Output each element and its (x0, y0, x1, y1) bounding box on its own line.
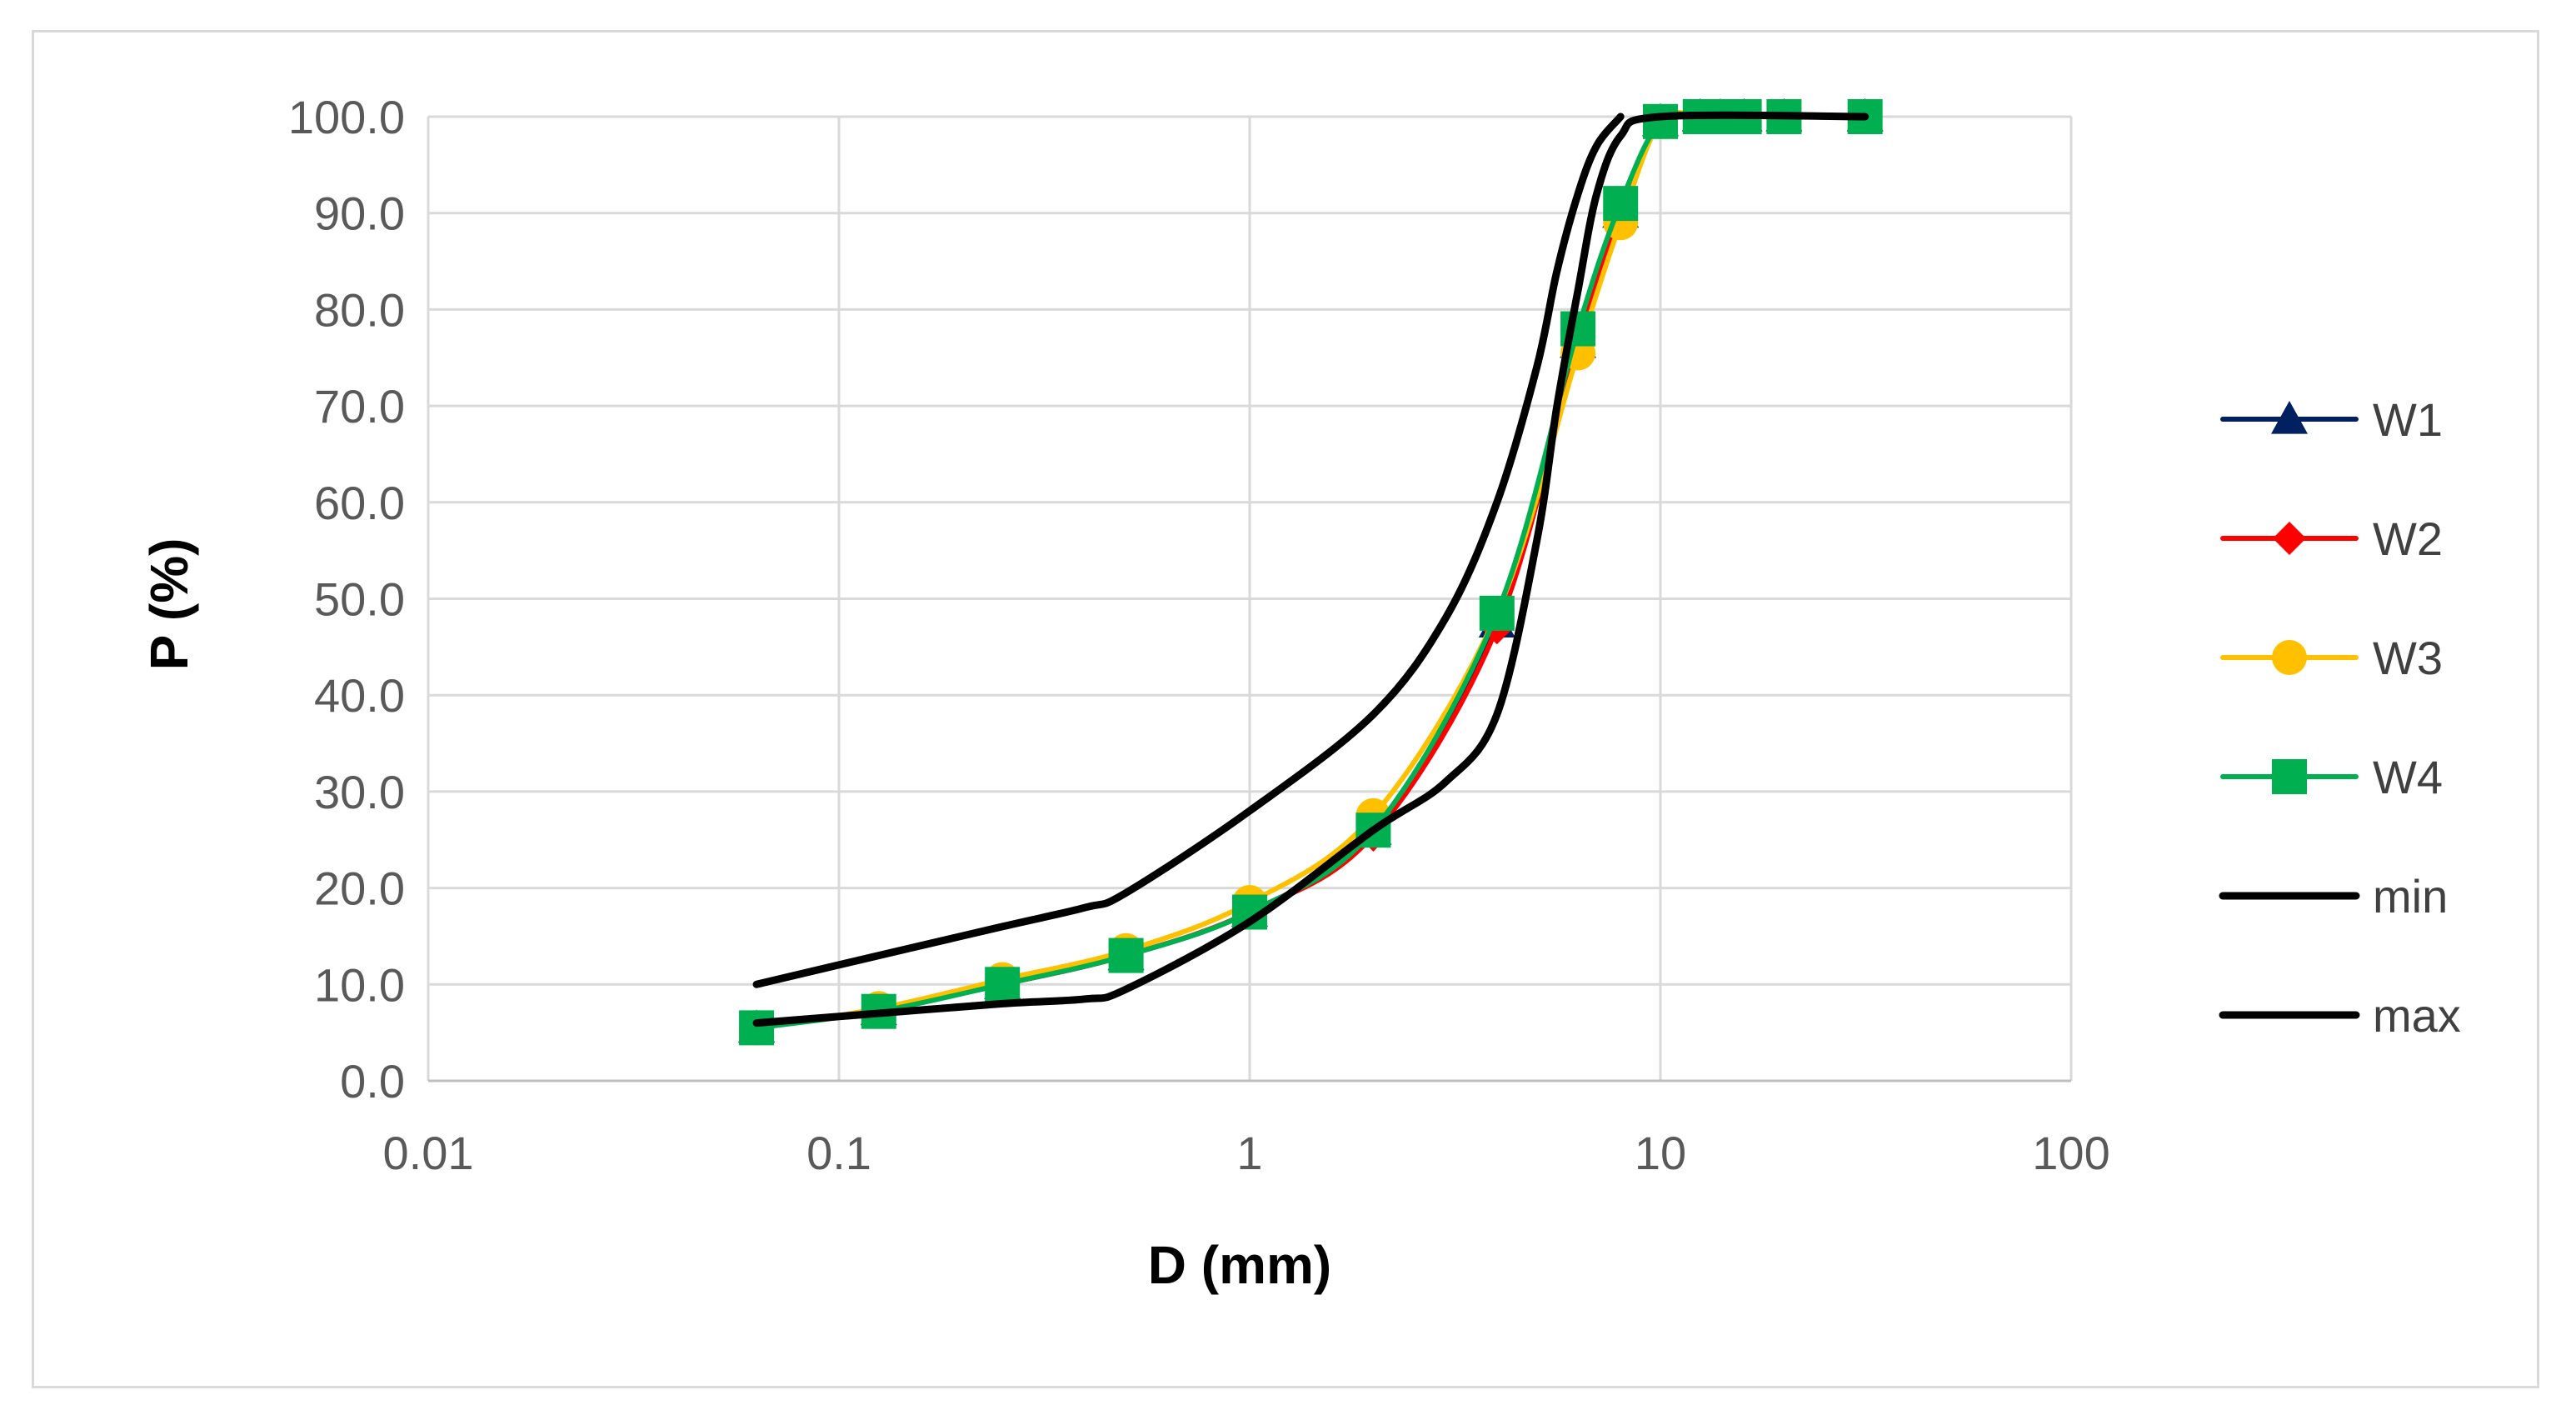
legend-label: W4 (2373, 751, 2443, 803)
y-tick-label: 40.0 (314, 669, 405, 722)
x-tick-label: 0.01 (383, 1127, 474, 1179)
data-point-W4 (1603, 186, 1639, 222)
y-tick-label: 90.0 (314, 188, 405, 240)
legend-item-W1: W1 (2220, 393, 2443, 446)
series-W4 (739, 99, 1883, 1046)
x-tick-label: 1 (1236, 1127, 1262, 1179)
legend-label: W3 (2373, 632, 2443, 684)
y-tick-label: 70.0 (314, 380, 405, 432)
series-line-W2 (754, 110, 1868, 1031)
series-W2 (740, 100, 1882, 1045)
legend-swatch-marker (2272, 759, 2307, 794)
legend-label: min (2373, 870, 2448, 922)
legend-label: W2 (2373, 512, 2443, 565)
data-point-W4 (985, 967, 1021, 1002)
y-tick-label: 50.0 (314, 573, 405, 626)
y-axis-ticks: 0.0 10.0 20.0 30.0 40.0 50.0 60.0 70.0 80.0 90.0 1… (288, 91, 405, 1108)
legend-item-W2: W2 (2220, 512, 2443, 565)
data-point-W4 (739, 1010, 775, 1046)
series-layer (738, 98, 1884, 1046)
y-tick-label: 100.0 (288, 91, 405, 143)
x-tick-label: 100 (2032, 1127, 2109, 1179)
data-point-W4 (1479, 595, 1515, 631)
legend-item-W4: W4 (2220, 751, 2443, 803)
legend-swatch-marker (2271, 401, 2308, 434)
series-line-W1 (754, 110, 1868, 1031)
legend-label: max (2373, 989, 2461, 1042)
legend-item-W3: W3 (2220, 632, 2443, 684)
legend-item-min: min (2219, 870, 2448, 922)
x-tick-label: 10 (1635, 1127, 1686, 1179)
series-min (752, 111, 1870, 1028)
y-axis-title: P (%) (139, 538, 199, 671)
y-tick-label: 30.0 (314, 766, 405, 818)
series-line-max (752, 112, 1625, 988)
series-line-W4 (754, 111, 1868, 1031)
legend-label: W1 (2373, 393, 2443, 446)
series-line-min (752, 111, 1870, 1028)
y-tick-label: 10.0 (314, 958, 405, 1011)
chart-frame (32, 30, 2539, 1388)
gridlines (427, 115, 2073, 1082)
legend: W1 W2 W3 W4 min max (2219, 393, 2461, 1042)
legend-swatch-marker (2272, 640, 2307, 675)
series-W1 (738, 98, 1884, 1042)
series-W3 (739, 99, 1883, 1046)
y-tick-label: 60.0 (314, 477, 405, 529)
legend-item-max: max (2219, 989, 2461, 1042)
y-tick-label: 20.0 (314, 862, 405, 915)
y-tick-label: 0.0 (340, 1055, 405, 1108)
x-axis-ticks: 0.01 0.1 1 10 100 (383, 1127, 2110, 1179)
x-axis-title: D (mm) (1148, 1235, 1331, 1295)
data-point-W4 (1108, 938, 1144, 973)
series-max (752, 112, 1625, 988)
legend-swatch-marker (2273, 522, 2306, 555)
series-line-W3 (754, 109, 1868, 1031)
x-tick-label: 0.1 (806, 1127, 871, 1179)
y-tick-label: 80.0 (314, 283, 405, 336)
